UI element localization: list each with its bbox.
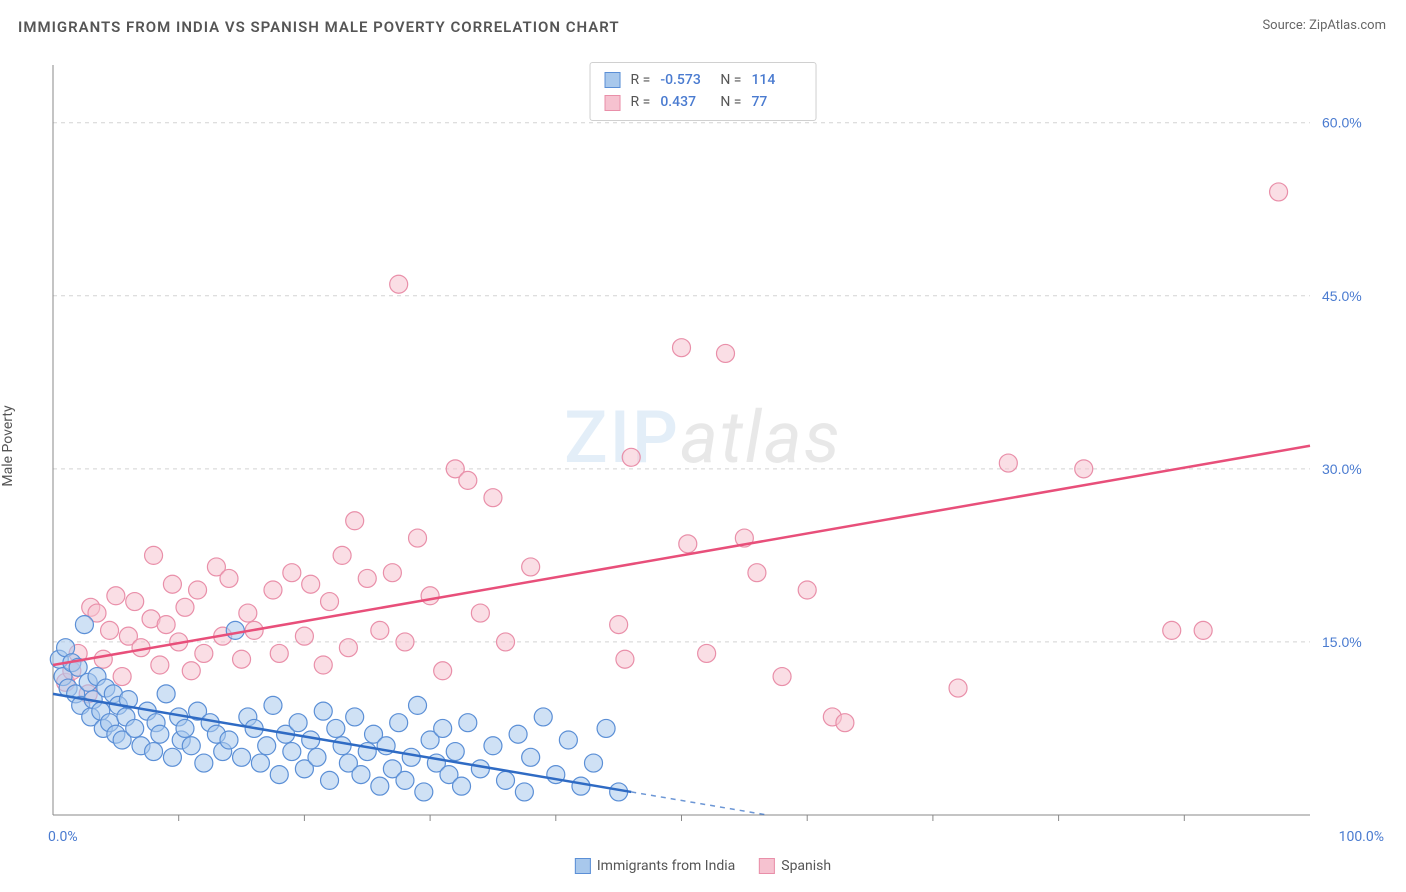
correlation-legend: R = -0.573 N = 114 R = 0.437 N = 77: [590, 62, 817, 121]
legend-row-spanish: R = 0.437 N = 77: [605, 91, 802, 113]
r-label: R =: [631, 69, 651, 91]
legend-label-spanish: Spanish: [781, 858, 831, 874]
series-legend: Immigrants from India Spanish: [575, 858, 831, 874]
r-value-spanish: 0.437: [660, 91, 710, 113]
swatch-spanish: [605, 95, 621, 111]
y-axis-label: Male Poverty: [0, 405, 16, 486]
n-value-india: 114: [751, 69, 801, 91]
series-spanish-points: [57, 183, 1288, 732]
source-attribution: Source: ZipAtlas.com: [1262, 18, 1386, 33]
n-value-spanish: 77: [751, 91, 801, 113]
grid-lines: 15.0% 30.0% 45.0% 60.0%: [53, 115, 1362, 650]
source-label: Source:: [1262, 18, 1305, 33]
svg-text:60.0%: 60.0%: [1322, 115, 1362, 131]
r-label: R =: [631, 91, 651, 113]
svg-text:30.0%: 30.0%: [1322, 461, 1362, 477]
x-axis-max: 100.0%: [1339, 829, 1384, 845]
legend-row-india: R = -0.573 N = 114: [605, 69, 802, 91]
swatch-spanish: [759, 858, 775, 874]
swatch-india: [575, 858, 591, 874]
x-axis-min: 0.0%: [48, 829, 78, 845]
legend-item-spanish: Spanish: [759, 858, 831, 874]
swatch-india: [605, 72, 621, 88]
legend-item-india: Immigrants from India: [575, 858, 735, 874]
svg-text:15.0%: 15.0%: [1322, 634, 1362, 650]
svg-text:45.0%: 45.0%: [1322, 288, 1362, 304]
n-label: N =: [720, 91, 741, 113]
legend-label-india: Immigrants from India: [597, 858, 735, 874]
r-value-india: -0.573: [660, 69, 710, 91]
axes: [53, 65, 1310, 821]
chart-title: IMMIGRANTS FROM INDIA VS SPANISH MALE PO…: [18, 18, 620, 36]
source-link[interactable]: ZipAtlas.com: [1309, 18, 1386, 33]
scatter-chart: 15.0% 30.0% 45.0% 60.0%: [45, 55, 1385, 855]
n-label: N =: [720, 69, 741, 91]
